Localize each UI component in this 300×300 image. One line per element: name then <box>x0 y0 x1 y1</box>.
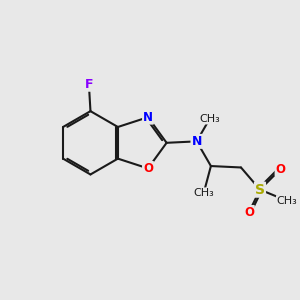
Text: N: N <box>191 135 202 148</box>
Text: CH₃: CH₃ <box>193 188 214 198</box>
Text: CH₃: CH₃ <box>199 114 220 124</box>
Text: O: O <box>143 162 153 175</box>
Text: O: O <box>244 206 254 219</box>
Text: S: S <box>255 183 265 196</box>
Text: F: F <box>85 78 93 91</box>
Text: N: N <box>143 111 153 124</box>
Text: CH₃: CH₃ <box>277 196 297 206</box>
Text: O: O <box>275 163 286 176</box>
